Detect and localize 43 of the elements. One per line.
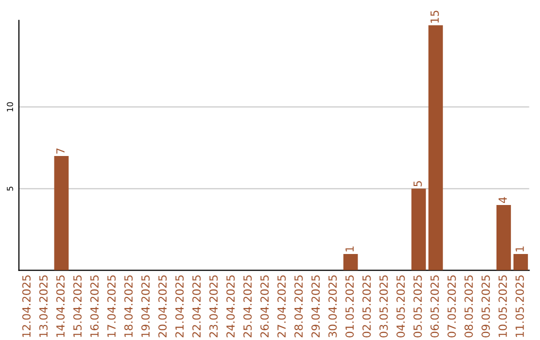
x-tick-label: 20.04.2025 [158, 275, 167, 338]
x-tick-label: 12.04.2025 [22, 275, 31, 337]
bar [54, 156, 69, 270]
x-tick-label: 05.05.2025 [413, 275, 422, 338]
y-tick-label: 10 [6, 102, 14, 112]
x-tick-label: 17.04.2025 [107, 275, 116, 337]
x-tick-label: 28.04.2025 [294, 275, 303, 338]
x-tick-label: 19.04.2025 [141, 275, 150, 337]
data-label: 1 [516, 246, 524, 252]
bar [343, 254, 358, 270]
x-tick-label: 14.04.2025 [56, 275, 65, 337]
data-label: 15 [430, 10, 439, 23]
x-tick-label: 15.04.2025 [73, 275, 82, 337]
x-tick-label: 25.04.2025 [243, 275, 252, 338]
x-tick-label: 16.04.2025 [90, 275, 99, 337]
data-label: 1 [346, 246, 354, 252]
data-label: 7 [56, 148, 64, 154]
x-tick-label: 22.04.2025 [192, 275, 201, 338]
x-tick-label: 06.05.2025 [430, 275, 439, 338]
x-tick-label: 04.05.2025 [396, 275, 405, 338]
data-label: 4 [498, 197, 507, 204]
x-tick-label: 01.05.2025 [345, 275, 354, 338]
x-tick-label: 13.04.2025 [39, 275, 48, 337]
x-tick-label: 24.04.2025 [226, 275, 235, 338]
x-tick-label: 07.05.2025 [447, 275, 456, 338]
x-tick-label: 26.04.2025 [260, 275, 269, 338]
x-tick-label: 02.05.2025 [362, 275, 371, 338]
x-tick-label: 21.04.2025 [175, 275, 184, 338]
x-tick-label: 29.04.2025 [311, 275, 320, 338]
bar [496, 204, 511, 270]
x-tick-label: 18.04.2025 [124, 275, 133, 337]
x-tick-label: 11.05.2025 [516, 275, 524, 337]
x-tick-label: 27.04.2025 [277, 275, 286, 338]
x-tick-label: 09.05.2025 [481, 275, 490, 338]
x-tick-label: 10.05.2025 [498, 275, 507, 337]
bar [411, 188, 426, 270]
x-tick-label: 08.05.2025 [464, 275, 473, 338]
x-tick-label: 03.05.2025 [379, 275, 388, 338]
bar [428, 25, 443, 270]
x-tick-label: 23.04.2025 [209, 275, 218, 338]
x-tick-label: 30.04.2025 [328, 275, 337, 338]
bar [513, 254, 528, 270]
data-label: 5 [414, 181, 422, 186]
